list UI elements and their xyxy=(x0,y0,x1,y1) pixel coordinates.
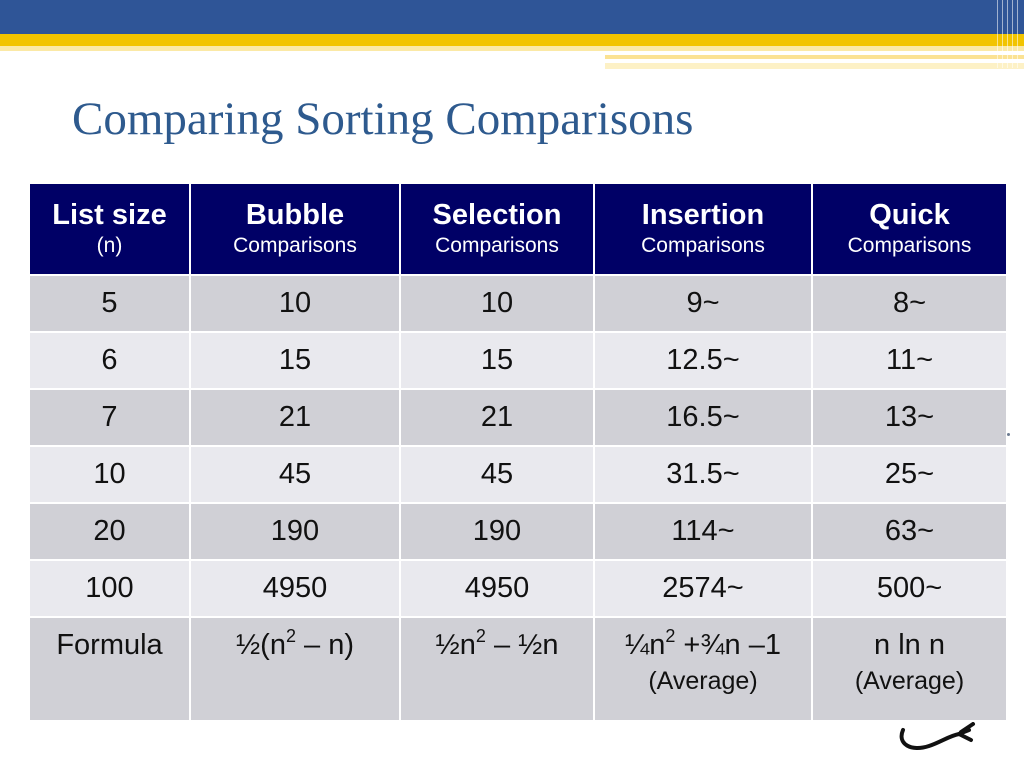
cell-quick: 500~ xyxy=(811,559,1008,618)
table-row: 10 45 45 31.5~ 25~ xyxy=(28,445,1008,504)
cell-selection: 21 xyxy=(399,388,595,447)
cell-selection: 190 xyxy=(399,502,595,561)
header-sublabel: Comparisons xyxy=(847,234,972,257)
cell-insertion: 2574~ xyxy=(593,559,813,618)
table-row: 100 4950 4950 2574~ 500~ xyxy=(28,559,1008,618)
formula-selection: ½n2 – ½n xyxy=(435,626,559,661)
header-bubble: Bubble Comparisons xyxy=(189,182,401,276)
cell-formula-bubble: ½(n2 – n) xyxy=(189,616,401,722)
cell-bubble: 190 xyxy=(189,502,401,561)
header-sublabel: (n) xyxy=(96,234,123,257)
formula-note: (Average) xyxy=(648,667,758,695)
cell-bubble: 10 xyxy=(189,274,401,333)
cell-formula-label: Formula xyxy=(28,616,191,722)
header-label: List size xyxy=(52,199,167,231)
slide-title: Comparing Sorting Comparisons xyxy=(72,93,694,145)
table-header-row: List size (n) Bubble Comparisons Selecti… xyxy=(28,182,1008,276)
table-row: 5 10 10 9~ 8~ xyxy=(28,274,1008,333)
cell-insertion: 114~ xyxy=(593,502,813,561)
header-sublabel: Comparisons xyxy=(641,234,765,257)
decor-stripe xyxy=(605,55,1024,59)
cell-selection: 4950 xyxy=(399,559,595,618)
top-banner xyxy=(0,0,1024,34)
cell-formula-selection: ½n2 – ½n xyxy=(399,616,595,722)
table-row: 20 190 190 114~ 63~ xyxy=(28,502,1008,561)
cell-list-size: 10 xyxy=(28,445,191,504)
accent-stripe xyxy=(0,34,1024,46)
cell-quick: 25~ xyxy=(811,445,1008,504)
cell-list-size: 100 xyxy=(28,559,191,618)
formula-insertion: ¼n2 +¾n –1 xyxy=(625,626,781,661)
header-quick: Quick Comparisons xyxy=(811,182,1008,276)
decor-dot xyxy=(1007,433,1010,436)
accent-stripe-light xyxy=(0,46,1024,51)
cell-list-size: 5 xyxy=(28,274,191,333)
header-label: Quick xyxy=(869,199,950,231)
cell-list-size: 20 xyxy=(28,502,191,561)
edge-lines-decoration xyxy=(995,0,1024,68)
header-sublabel: Comparisons xyxy=(435,234,559,257)
cell-formula-quick: n ln n (Average) xyxy=(811,616,1008,722)
header-label: Insertion xyxy=(641,199,765,231)
cell-quick: 13~ xyxy=(811,388,1008,447)
comparison-table: List size (n) Bubble Comparisons Selecti… xyxy=(28,182,1008,722)
cell-quick: 63~ xyxy=(811,502,1008,561)
header-insertion: Insertion Comparisons xyxy=(593,182,813,276)
cell-insertion: 9~ xyxy=(593,274,813,333)
decor-stripe xyxy=(605,63,1024,69)
cell-selection: 45 xyxy=(399,445,595,504)
header-sublabel: Comparisons xyxy=(233,234,357,257)
table-row: 6 15 15 12.5~ 11~ xyxy=(28,331,1008,390)
header-list-size: List size (n) xyxy=(28,182,191,276)
cell-selection: 10 xyxy=(399,274,595,333)
cell-quick: 11~ xyxy=(811,331,1008,390)
cell-insertion: 31.5~ xyxy=(593,445,813,504)
table-row: 7 21 21 16.5~ 13~ xyxy=(28,388,1008,447)
formula-row: Formula ½(n2 – n) ½n2 – ½n ¼n2 +¾n –1 (A… xyxy=(28,616,1008,722)
cell-quick: 8~ xyxy=(811,274,1008,333)
cell-insertion: 16.5~ xyxy=(593,388,813,447)
cell-bubble: 4950 xyxy=(189,559,401,618)
formula-note: (Average) xyxy=(854,667,965,695)
cell-bubble: 15 xyxy=(189,331,401,390)
cell-bubble: 21 xyxy=(189,388,401,447)
cell-list-size: 7 xyxy=(28,388,191,447)
decor-stripe xyxy=(610,51,830,54)
cell-selection: 15 xyxy=(399,331,595,390)
header-selection: Selection Comparisons xyxy=(399,182,595,276)
formula-quick: n ln n xyxy=(874,629,945,661)
corner-logo-mark xyxy=(899,722,975,750)
cell-insertion: 12.5~ xyxy=(593,331,813,390)
header-label: Bubble xyxy=(245,199,345,231)
formula-label: Formula xyxy=(56,629,163,661)
cell-formula-insertion: ¼n2 +¾n –1 (Average) xyxy=(593,616,813,722)
header-label: Selection xyxy=(432,199,562,231)
cell-list-size: 6 xyxy=(28,331,191,390)
cell-bubble: 45 xyxy=(189,445,401,504)
formula-bubble: ½(n2 – n) xyxy=(235,626,355,661)
